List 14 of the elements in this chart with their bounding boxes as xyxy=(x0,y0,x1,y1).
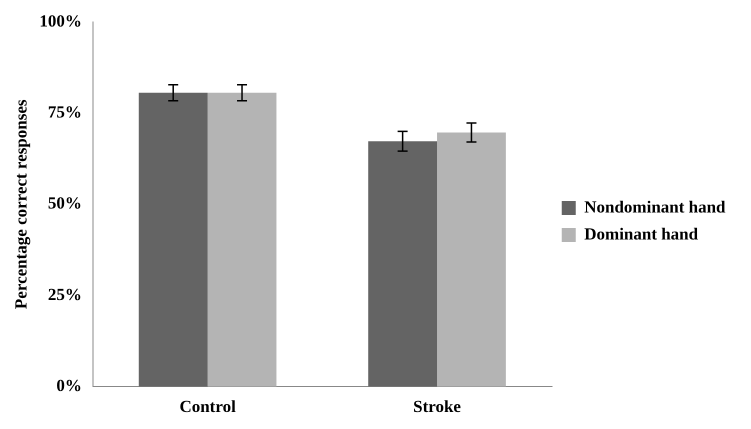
x-tick-label: Control xyxy=(179,397,236,416)
y-tick-label: 25% xyxy=(48,284,82,304)
y-tick-label: 100% xyxy=(39,11,82,30)
y-axis-title: Percentage correct responses xyxy=(12,99,31,310)
bar xyxy=(138,92,208,387)
y-tick-label: 75% xyxy=(48,102,82,122)
bar xyxy=(437,132,506,387)
legend-label: Nondominant hand xyxy=(584,197,726,216)
bar xyxy=(368,141,438,387)
legend-label: Dominant hand xyxy=(584,224,699,244)
bar xyxy=(208,92,276,387)
y-tick-label: 0% xyxy=(56,376,82,395)
y-tick-label: 50% xyxy=(48,194,82,213)
x-tick-label: Stroke xyxy=(413,397,462,416)
